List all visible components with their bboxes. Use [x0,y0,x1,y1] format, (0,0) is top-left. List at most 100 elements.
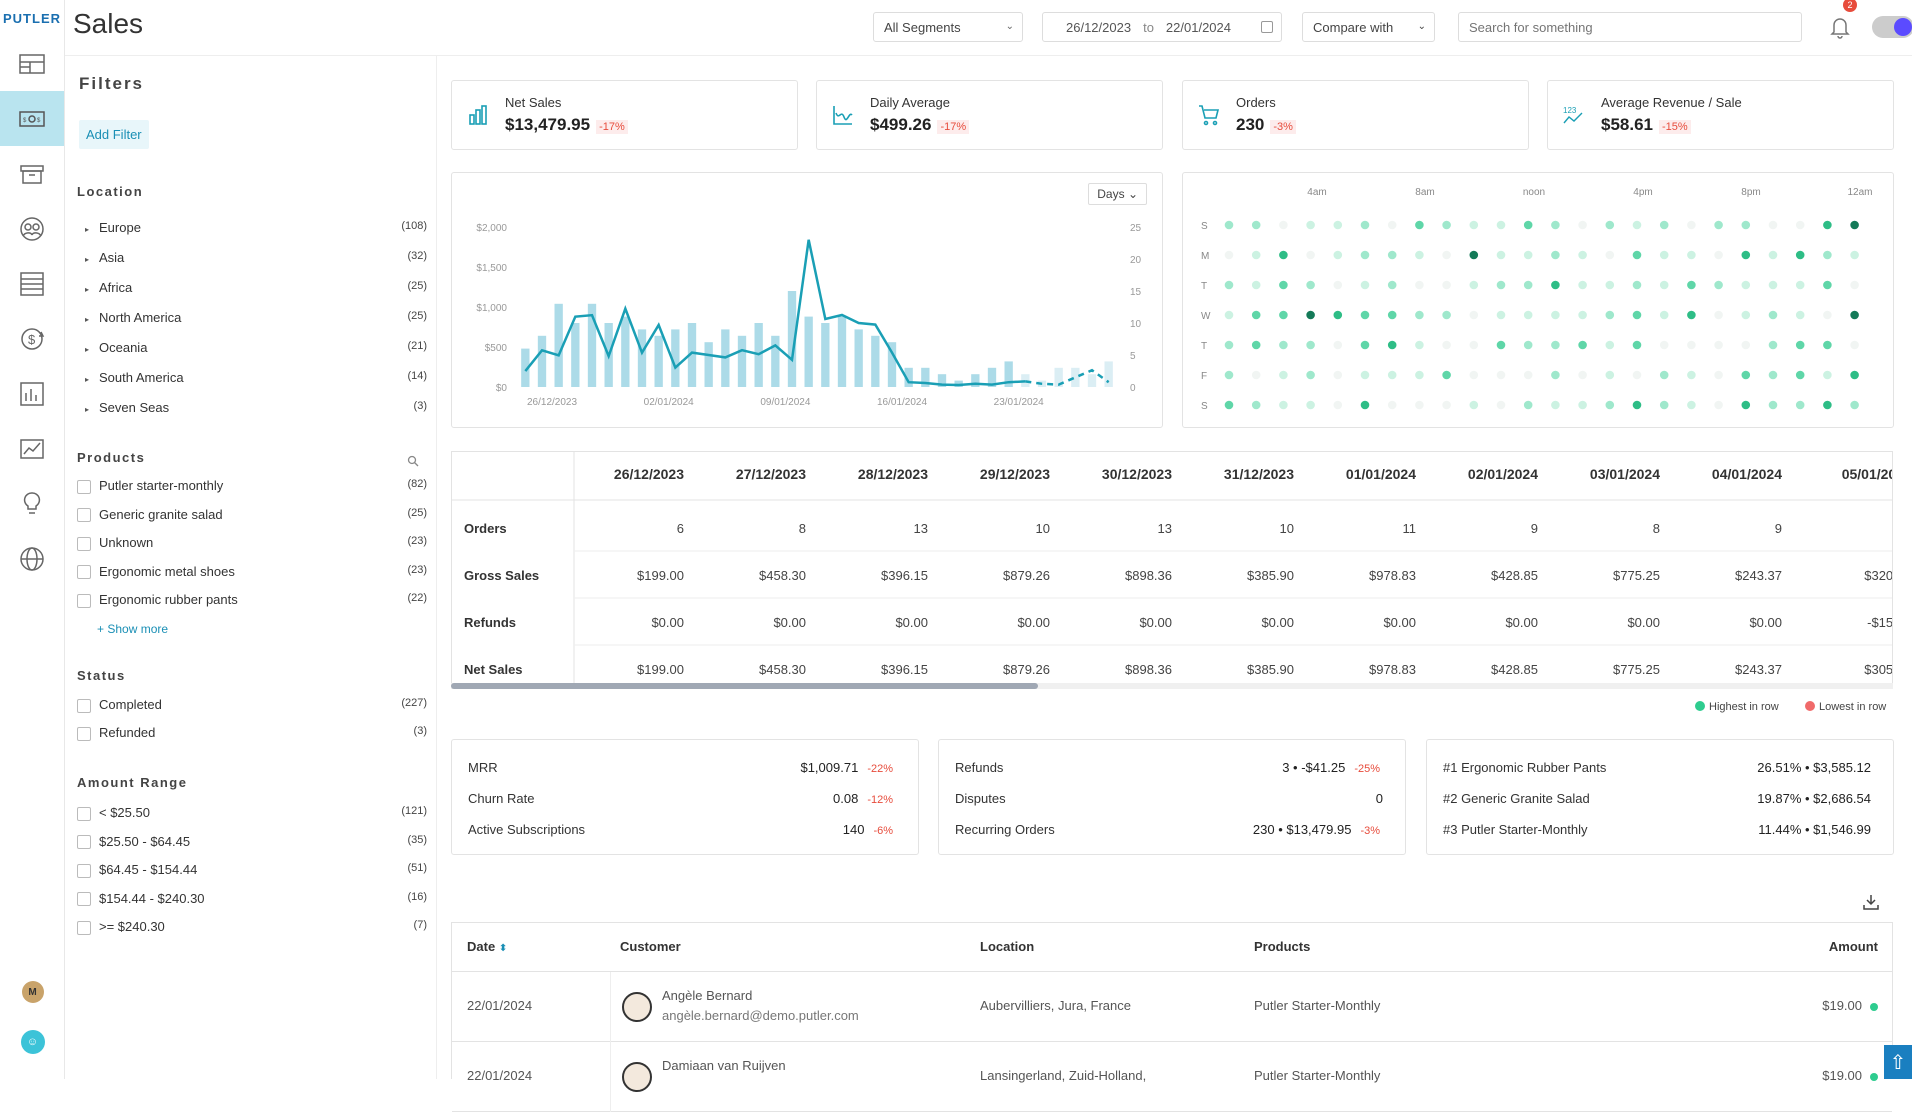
heatmap-cell[interactable] [1795,400,1805,410]
order-count-bar[interactable] [1021,374,1030,387]
filter-option[interactable]: Generic granite salad (25) [77,507,427,525]
table-cell[interactable]: $0.00 [1139,615,1172,630]
heatmap-cell[interactable] [1251,220,1261,230]
nav-web-analytics-globe-icon[interactable] [0,531,64,586]
heatmap-cell[interactable] [1741,220,1751,230]
heatmap-cell[interactable] [1687,280,1696,290]
heatmap-cell[interactable] [1442,370,1451,380]
heatmap-cell[interactable] [1795,340,1805,350]
heatmap-cell[interactable] [1850,280,1859,290]
table-cell[interactable]: $879.26 [1003,568,1050,583]
heatmap-cell[interactable] [1523,220,1533,230]
order-count-bar[interactable] [771,335,780,387]
table-cell[interactable]: $0.00 [773,615,806,630]
kpi-card[interactable]: Orders 230 -3% [1182,80,1529,150]
kpi-card[interactable]: Daily Average $499.26 -17% [816,80,1163,150]
order-count-bar[interactable] [987,367,997,387]
heatmap-cell[interactable] [1442,220,1451,230]
heatmap-cell[interactable] [1687,250,1696,260]
heatmap-cell[interactable] [1251,310,1261,320]
table-cell[interactable]: $978.83 [1369,568,1416,583]
heatmap-cell[interactable] [1632,400,1642,410]
heatmap-cell[interactable] [1496,340,1506,350]
filter-option[interactable]: ▸ North America (25) [77,310,427,328]
heatmap-cell[interactable] [1387,340,1397,350]
expand-caret-icon[interactable]: ▸ [85,315,90,324]
table-cell[interactable]: $428.85 [1491,568,1538,583]
heatmap-cell[interactable] [1632,250,1642,260]
table-cell[interactable]: $879.26 [1003,662,1050,677]
table-cell[interactable]: $775.25 [1613,568,1660,583]
order-count-bar[interactable] [787,291,797,387]
heatmap-cell[interactable] [1306,370,1315,380]
order-count-bar[interactable] [921,367,930,387]
customer-name[interactable]: Damiaan van Ruijven [662,1058,786,1073]
heatmap-cell[interactable] [1850,340,1859,350]
table-cell[interactable]: 11 [1403,521,1417,536]
heatmap-cell[interactable] [1333,310,1343,320]
nav-dashboard-icon[interactable] [0,36,64,91]
heatmap-cell[interactable] [1795,370,1805,380]
heatmap-cell[interactable] [1496,310,1506,320]
heatmap-cell[interactable] [1551,400,1560,410]
heatmap-cell[interactable] [1442,280,1451,290]
heatmap-cell[interactable] [1795,310,1805,320]
nav-ideas-bulb-icon[interactable] [0,476,64,531]
heatmap-cell[interactable] [1306,400,1315,410]
scrollbar-thumb[interactable] [451,683,1038,689]
heatmap-cell[interactable] [1306,310,1315,320]
order-count-bar[interactable] [1087,374,1097,387]
heatmap-cell[interactable] [1632,220,1642,230]
table-cell[interactable]: $0.00 [1505,615,1538,630]
table-cell[interactable]: $0.00 [1749,615,1782,630]
heatmap-cell[interactable] [1469,250,1479,260]
order-count-bar[interactable] [537,335,547,387]
heatmap-cell[interactable] [1360,220,1370,230]
table-cell[interactable]: 13 [914,521,928,536]
daily-sales-table[interactable]: 26/12/2023 27/12/2023 28/12/2023 29/12/2023… [451,451,1893,689]
heatmap-cell[interactable] [1768,310,1778,320]
order-count-bar[interactable] [971,374,980,387]
heatmap-cell[interactable] [1551,310,1560,320]
heatmap-cell[interactable] [1687,340,1696,350]
nav-transactions-icon[interactable] [0,256,64,311]
heatmap-cell[interactable] [1306,220,1315,230]
table-cell[interactable]: $898.36 [1125,568,1172,583]
heatmap-cell[interactable] [1659,400,1669,410]
table-cell[interactable]: $320.5 [1864,568,1893,583]
heatmap-cell[interactable] [1578,250,1587,260]
order-count-bar[interactable] [804,316,813,387]
segment-dropdown[interactable]: All Segments ⌄ [873,12,1023,42]
heatmap-cell[interactable] [1279,220,1288,230]
heatmap-cell[interactable] [1496,250,1506,260]
order-count-bar[interactable] [571,323,580,387]
heatmap-cell[interactable] [1605,220,1615,230]
order-count-bar[interactable] [1104,361,1113,387]
date-range-picker[interactable]: 26/12/2023 to 22/01/2024 [1042,12,1282,42]
expand-caret-icon[interactable]: ▸ [85,285,90,294]
heatmap-cell[interactable] [1714,370,1723,380]
order-count-bar[interactable] [587,303,597,387]
heatmap-cell[interactable] [1387,400,1397,410]
heatmap-cell[interactable] [1415,400,1424,410]
period-select[interactable]: Days ⌄ [1088,183,1147,205]
expand-caret-icon[interactable]: ▸ [85,405,90,414]
heatmap-cell[interactable] [1279,370,1288,380]
nav-products-icon[interactable] [0,366,64,421]
heatmap-cell[interactable] [1306,250,1315,260]
heatmap-cell[interactable] [1605,400,1615,410]
putler-logo[interactable]: PUTLER [3,10,61,26]
heatmap-cell[interactable] [1279,310,1288,320]
order-count-bar[interactable] [654,335,663,387]
heatmap-cell[interactable] [1551,340,1560,350]
order-count-bar[interactable] [837,316,847,387]
heatmap-cell[interactable] [1442,340,1451,350]
filter-option[interactable]: Completed (227) [77,697,427,715]
heatmap-cell[interactable] [1523,340,1533,350]
heatmap-cell[interactable] [1823,400,1832,410]
table-cell[interactable]: $199.00 [637,662,684,677]
product-search-icon[interactable] [407,454,419,467]
order-count-bar[interactable] [737,335,747,387]
checkbox[interactable] [77,698,91,713]
filter-option[interactable]: Ergonomic metal shoes (23) [77,564,427,582]
